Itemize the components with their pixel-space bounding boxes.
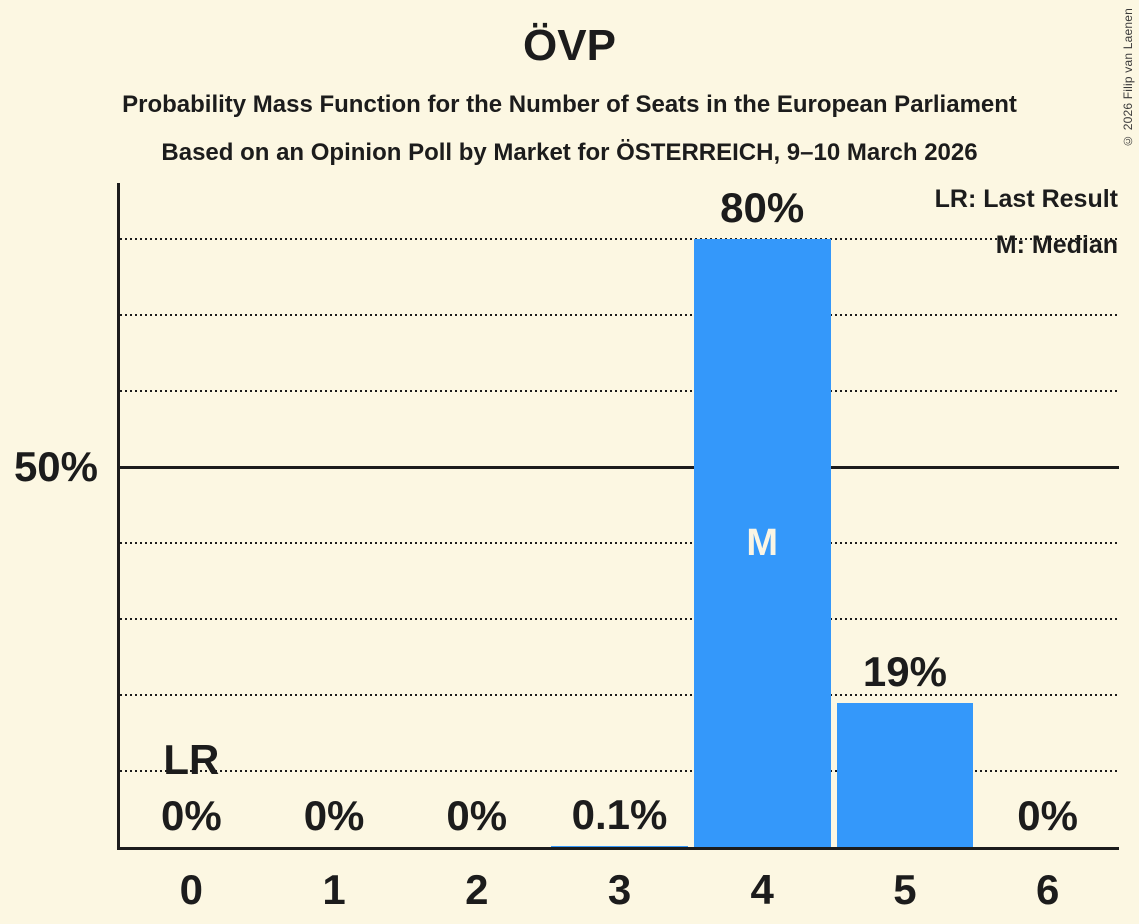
median-marker: M bbox=[746, 522, 779, 565]
gridline-30-percent bbox=[120, 618, 1119, 621]
chart-title: ÖVP bbox=[523, 21, 616, 70]
x-tick-label-5: 5 bbox=[893, 866, 917, 913]
y-axis-label-50-percent: 50% bbox=[13, 443, 98, 490]
gridline-20-percent bbox=[120, 694, 1119, 697]
chart-subtitle-line2: Based on an Opinion Poll by Market for Ö… bbox=[161, 139, 978, 166]
x-tick-label-4: 4 bbox=[750, 866, 774, 913]
x-tick-label-6: 6 bbox=[1035, 866, 1060, 913]
gridline-60-percent bbox=[120, 390, 1119, 393]
x-tick-label-0: 0 bbox=[179, 866, 204, 913]
value-label-seats-4: 80% bbox=[720, 184, 805, 232]
x-tick-label-3: 3 bbox=[607, 866, 632, 913]
plot-area: 0% 0% 0% 0.1% 80% 19% 0% M LR bbox=[117, 183, 1119, 850]
bar-seats-3 bbox=[551, 846, 688, 847]
value-label-seats-2: 0% bbox=[446, 792, 508, 839]
bar-seats-5 bbox=[836, 702, 974, 847]
legend-last-result: LR: Last Result bbox=[934, 185, 1118, 213]
x-tick-label-2: 2 bbox=[465, 866, 489, 913]
gridline-40-percent bbox=[120, 542, 1119, 545]
gridline-10-percent bbox=[120, 770, 1119, 773]
value-label-seats-3: 0.1% bbox=[571, 791, 668, 839]
last-result-marker: LR bbox=[163, 736, 220, 784]
value-label-seats-0: 0% bbox=[161, 792, 222, 839]
gridline-70-percent bbox=[120, 314, 1119, 317]
value-label-seats-6: 0% bbox=[1017, 792, 1078, 839]
x-axis-tick-labels: 0 1 2 3 4 5 6 bbox=[120, 869, 1119, 915]
value-label-seats-1: 0% bbox=[303, 792, 365, 839]
bar-seats-4 bbox=[693, 239, 831, 847]
gridline-80-percent bbox=[120, 238, 1119, 241]
chart-subtitle-line1: Probability Mass Function for the Number… bbox=[122, 91, 1017, 118]
value-label-seats-5: 19% bbox=[862, 647, 947, 695]
copyright-note: © 2026 Filip van Laenen bbox=[1121, 8, 1135, 149]
gridline-50-percent-solid bbox=[120, 465, 1119, 469]
x-tick-label-1: 1 bbox=[322, 866, 346, 913]
legend-median: M: Median bbox=[995, 231, 1118, 259]
